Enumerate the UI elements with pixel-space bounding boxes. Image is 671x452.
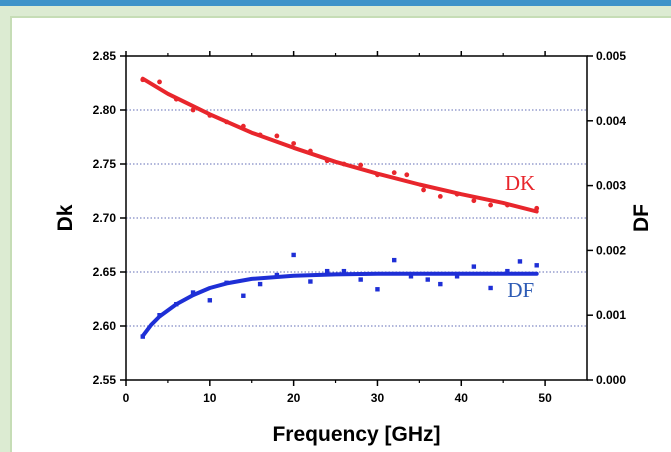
data-point-dk bbox=[157, 79, 162, 85]
data-point-dk bbox=[240, 123, 246, 129]
y-left-tick-label: 2.65 bbox=[93, 265, 117, 279]
data-point-df bbox=[207, 298, 213, 303]
data-point-df bbox=[392, 257, 397, 263]
data-point-df bbox=[438, 281, 443, 287]
data-point-df bbox=[375, 287, 380, 292]
data-point-dk bbox=[391, 170, 397, 176]
data-point-dk bbox=[173, 96, 179, 102]
data-point-df bbox=[308, 279, 313, 284]
y-left-tick-label: 2.55 bbox=[93, 373, 117, 387]
x-tick-label: 20 bbox=[287, 391, 301, 405]
fit-curve-dk bbox=[140, 76, 539, 214]
data-point-df bbox=[257, 281, 263, 287]
y-left-tick-label: 2.80 bbox=[93, 103, 117, 117]
y-right-tick-label: 0.004 bbox=[596, 114, 626, 128]
x-tick-label: 40 bbox=[455, 391, 469, 405]
y-left-tick-label: 2.70 bbox=[93, 211, 117, 225]
y-left-tick-label: 2.60 bbox=[93, 319, 117, 333]
fit-curve-df bbox=[140, 271, 539, 338]
data-point-dk bbox=[140, 77, 146, 83]
y-right-tick-label: 0.003 bbox=[596, 179, 626, 193]
data-point-dk bbox=[257, 132, 263, 138]
data-point-df bbox=[534, 263, 539, 268]
y-left-tick-label: 2.75 bbox=[93, 157, 117, 171]
data-point-df bbox=[408, 274, 414, 279]
y-left-tick-label: 2.85 bbox=[93, 49, 117, 63]
data-point-df bbox=[488, 285, 493, 291]
y-right-tick-label: 0.000 bbox=[596, 373, 626, 387]
data-point-dk bbox=[404, 172, 410, 178]
data-point-dk bbox=[454, 191, 460, 197]
data-point-dk bbox=[488, 202, 494, 208]
data-point-dk bbox=[421, 187, 426, 193]
plot-frame bbox=[125, 55, 588, 381]
data-point-dk bbox=[471, 198, 477, 204]
x-tick-label: 50 bbox=[538, 391, 552, 405]
grid-lines bbox=[126, 55, 587, 381]
data-point-dk bbox=[341, 161, 347, 167]
data-point-df bbox=[341, 268, 347, 274]
data-point-df bbox=[224, 280, 229, 285]
data-point-df bbox=[157, 313, 162, 318]
data-point-df bbox=[471, 264, 477, 269]
data-point-dk bbox=[324, 158, 330, 164]
data-point-df bbox=[291, 252, 296, 258]
x-tick-label: 10 bbox=[203, 391, 217, 405]
data-point-dk bbox=[274, 133, 280, 139]
y-right-tick-label: 0.002 bbox=[596, 243, 626, 257]
data-point-df bbox=[358, 277, 363, 282]
y-axis-label-right: DF bbox=[630, 204, 653, 232]
data-point-df bbox=[274, 272, 280, 278]
data-point-dk bbox=[291, 141, 297, 146]
data-point-df bbox=[517, 259, 523, 264]
x-tick-label: 0 bbox=[123, 391, 130, 405]
data-point-dk bbox=[224, 119, 229, 125]
data-point-dk bbox=[534, 205, 540, 211]
data-point-df bbox=[140, 334, 145, 339]
data-point-dk bbox=[190, 107, 196, 113]
data-point-dk bbox=[308, 148, 313, 154]
axis-ticks: 0 10 20 30 40 50 2.55 2.60 2.65 2.70 2.75 2.80 2.85 0… bbox=[93, 49, 627, 405]
top-accent-bar bbox=[0, 0, 671, 6]
data-point-df bbox=[174, 301, 179, 307]
y-right-tick-label: 0.001 bbox=[596, 308, 626, 322]
y-right-tick-label: 0.005 bbox=[596, 49, 626, 63]
data-point-df bbox=[425, 277, 430, 282]
data-point-df bbox=[324, 268, 330, 274]
series-label-dk: DK bbox=[505, 171, 535, 195]
x-axis-label: Frequency [GHz] bbox=[272, 423, 440, 446]
data-points bbox=[140, 77, 540, 339]
y-axis-label-left: Dk bbox=[54, 204, 77, 231]
data-point-df bbox=[241, 293, 246, 298]
data-point-dk bbox=[358, 162, 364, 168]
data-point-df bbox=[454, 274, 460, 279]
data-point-dk bbox=[375, 172, 380, 178]
data-point-df bbox=[190, 290, 196, 295]
fit-curves bbox=[140, 76, 539, 338]
data-point-dk bbox=[207, 113, 213, 118]
series-label-df: DF bbox=[507, 278, 534, 302]
data-point-dk bbox=[437, 194, 443, 199]
data-point-dk bbox=[504, 202, 510, 208]
x-tick-label: 30 bbox=[371, 391, 385, 405]
data-point-df bbox=[505, 268, 510, 274]
